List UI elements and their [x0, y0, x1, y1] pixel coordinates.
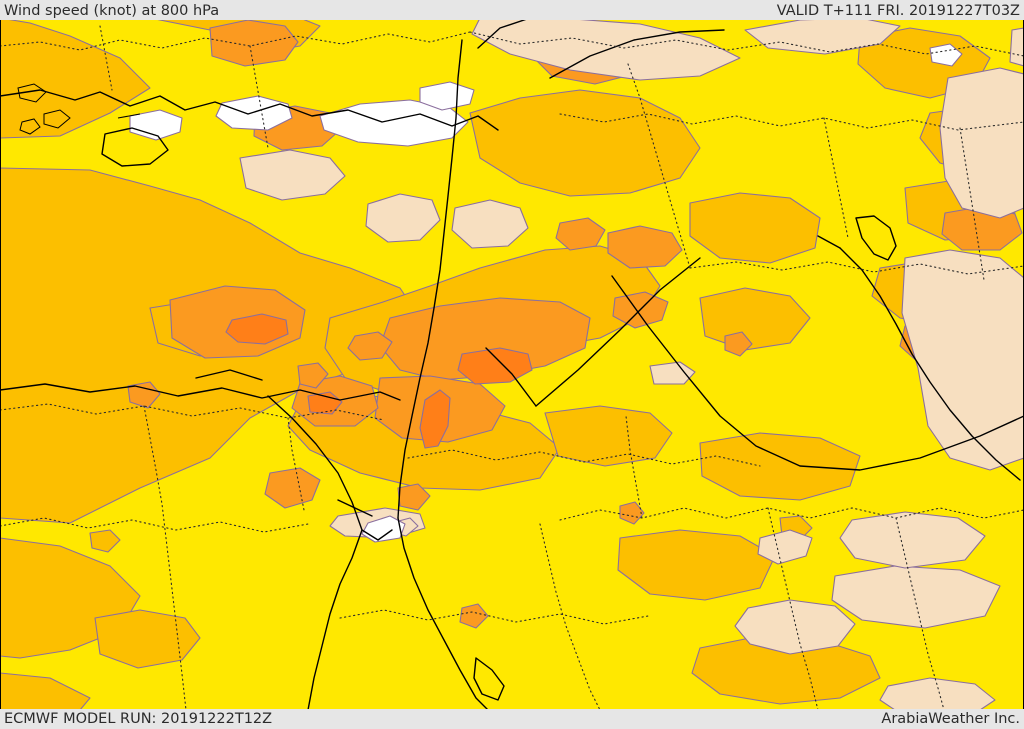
provider-label: ArabiaWeather Inc.: [881, 711, 1020, 727]
political-border-layer: [0, 25, 1024, 710]
map-canvas: [0, 18, 1024, 710]
coastline-layer: [0, 18, 1024, 710]
header-bar: Wind speed (knot) at 800 hPa VALID T+111…: [0, 0, 1024, 20]
footer-bar: ECMWF MODEL RUN: 20191222T12Z ArabiaWeat…: [0, 709, 1024, 729]
page-title: Wind speed (knot) at 800 hPa: [4, 3, 220, 19]
contour-band-cream: [239, 18, 1024, 710]
model-run-label: ECMWF MODEL RUN: 20191222T12Z: [4, 711, 273, 727]
forecast-map[interactable]: [0, 18, 1024, 710]
contour-band-white: [129, 43, 963, 543]
valid-time-label: VALID T+111 FRI. 20191227T03Z: [776, 3, 1020, 19]
